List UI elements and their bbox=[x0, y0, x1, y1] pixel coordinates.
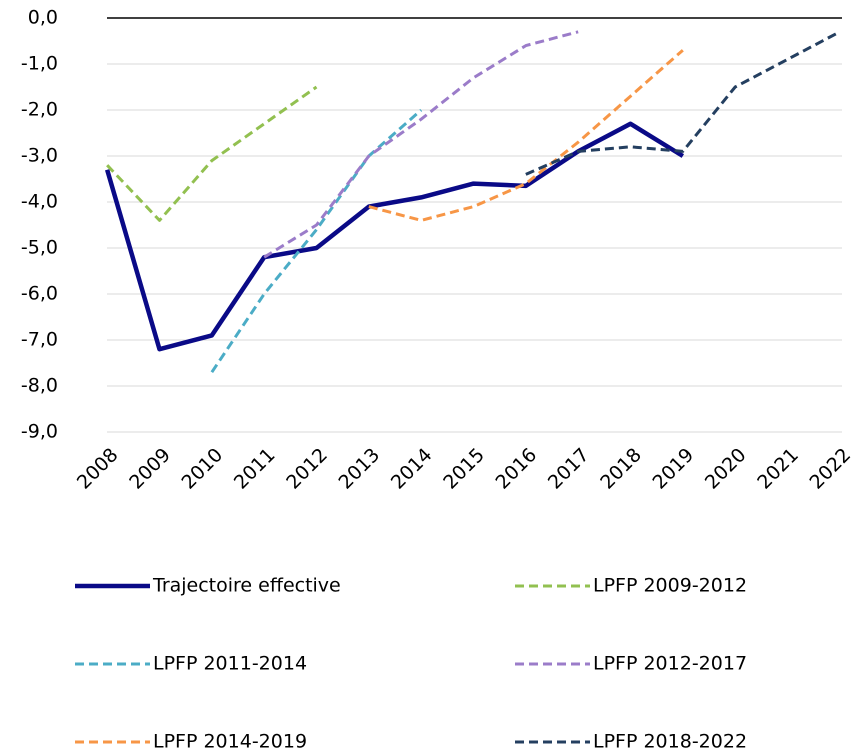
x-tick-label: 2009 bbox=[125, 444, 175, 494]
legend-label: Trajectoire effective bbox=[152, 575, 341, 597]
x-tick-label: 2016 bbox=[492, 444, 542, 494]
y-tick-label: 0,0 bbox=[28, 7, 58, 29]
y-tick-label: -3,0 bbox=[21, 145, 58, 167]
series-line bbox=[106, 85, 318, 222]
series-line bbox=[525, 30, 841, 176]
x-tick-label: 2010 bbox=[178, 444, 228, 494]
y-tick-label: -1,0 bbox=[21, 53, 58, 75]
x-tick-label: 2021 bbox=[753, 444, 803, 494]
y-tick-label: -9,0 bbox=[21, 421, 58, 443]
series-line bbox=[210, 108, 423, 374]
y-tick-label: -8,0 bbox=[21, 375, 58, 397]
x-tick-label: 2011 bbox=[230, 444, 280, 494]
x-tick-label: 2020 bbox=[701, 444, 751, 494]
x-tick-label: 2019 bbox=[649, 444, 699, 494]
x-tick-label: 2013 bbox=[335, 444, 385, 494]
y-tick-label: -7,0 bbox=[21, 329, 58, 351]
x-tick-label: 2017 bbox=[544, 444, 594, 494]
legend-label: LPFP 2018-2022 bbox=[593, 731, 747, 752]
y-tick-label: -6,0 bbox=[21, 283, 58, 305]
x-tick-label: 2022 bbox=[806, 444, 856, 494]
legend-label: LPFP 2009-2012 bbox=[593, 575, 747, 597]
series-line bbox=[263, 30, 579, 259]
x-tick-label: 2012 bbox=[282, 444, 332, 494]
y-tick-label: -4,0 bbox=[21, 191, 58, 213]
x-tick-label: 2015 bbox=[439, 444, 489, 494]
x-tick-label: 2018 bbox=[596, 444, 646, 494]
series-line bbox=[368, 49, 684, 222]
series-line bbox=[105, 121, 685, 352]
y-tick-label: -2,0 bbox=[21, 99, 58, 121]
x-tick-label: 2008 bbox=[73, 444, 123, 494]
legend-label: LPFP 2012-2017 bbox=[593, 653, 747, 675]
x-tick-label: 2014 bbox=[387, 444, 437, 494]
legend-label: LPFP 2014-2019 bbox=[153, 731, 307, 752]
legend-label: LPFP 2011-2014 bbox=[153, 653, 307, 675]
y-tick-label: -5,0 bbox=[21, 237, 58, 259]
